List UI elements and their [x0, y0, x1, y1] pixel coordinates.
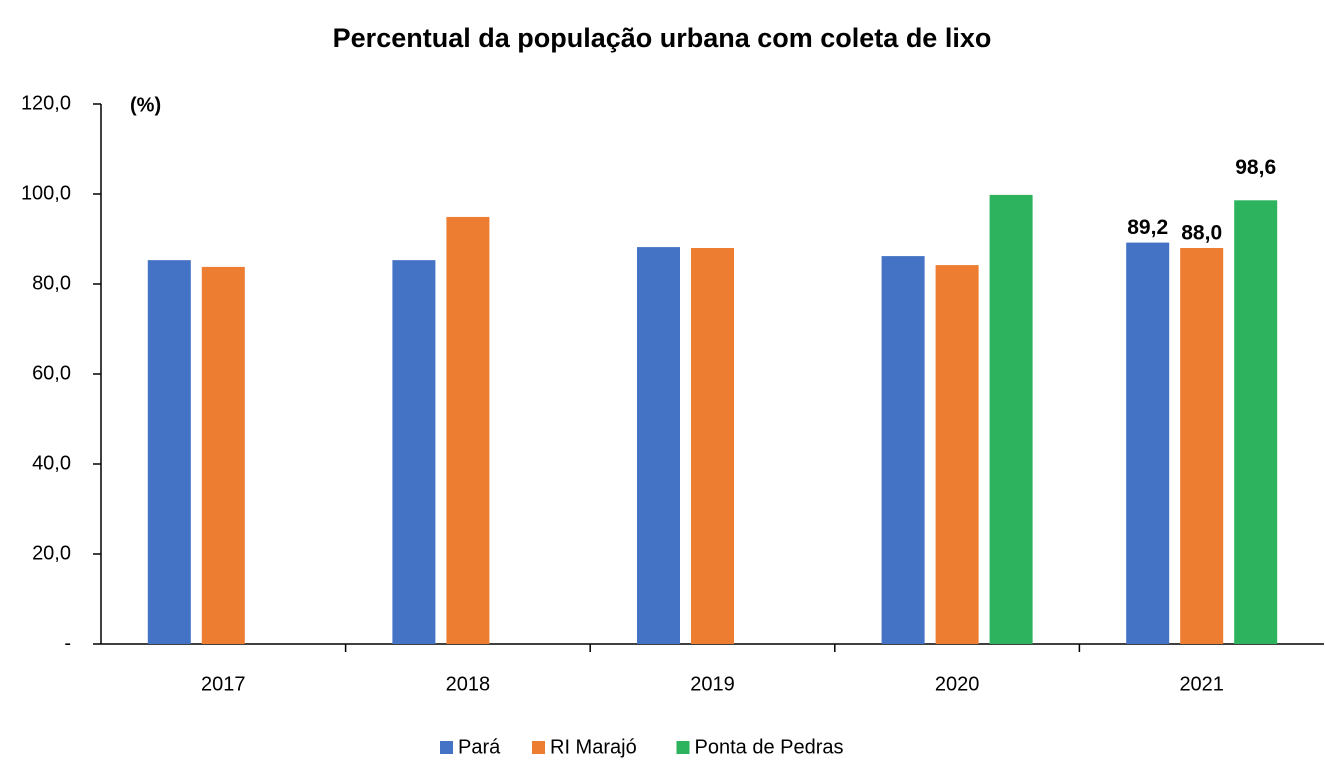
- y-tick-label: 100,0: [21, 182, 71, 204]
- x-tick-label: 2021: [1179, 673, 1224, 695]
- x-tick-label: 2018: [446, 673, 491, 695]
- bar: [147, 260, 191, 644]
- y-tick-label: -: [64, 632, 71, 654]
- bar: [1234, 200, 1278, 645]
- x-tick-label: 2020: [935, 673, 980, 695]
- y-tick-label: 40,0: [32, 452, 71, 474]
- legend-label: Pará: [458, 736, 501, 758]
- data-label: 98,6: [1235, 156, 1276, 179]
- data-label: 89,2: [1127, 216, 1168, 239]
- y-tick-label: 80,0: [32, 272, 71, 294]
- chart-title: Percentual da população urbana com colet…: [333, 23, 992, 53]
- bar: [637, 247, 680, 644]
- y-axis-label: (%): [130, 94, 161, 116]
- bar: [881, 256, 925, 644]
- y-tick-label: 120,0: [21, 92, 71, 114]
- bar: [989, 194, 1033, 644]
- x-tick-label: 2019: [690, 673, 735, 695]
- legend-swatch: [532, 741, 545, 754]
- bar: [201, 266, 245, 644]
- bar: [446, 216, 490, 644]
- x-tick-label: 2017: [201, 673, 246, 695]
- bar: [935, 265, 979, 644]
- legend-swatch: [676, 741, 690, 754]
- bar: [392, 260, 436, 644]
- bar: [691, 248, 734, 644]
- legend-label: RI Marajó: [550, 736, 637, 758]
- legend-swatch: [440, 741, 453, 754]
- y-tick-label: 60,0: [32, 362, 71, 384]
- legend-label: Ponta de Pedras: [695, 736, 844, 758]
- data-label: 88,0: [1181, 222, 1222, 245]
- y-tick-label: 20,0: [32, 542, 71, 564]
- bar: [1126, 242, 1170, 644]
- bar: [1180, 248, 1224, 644]
